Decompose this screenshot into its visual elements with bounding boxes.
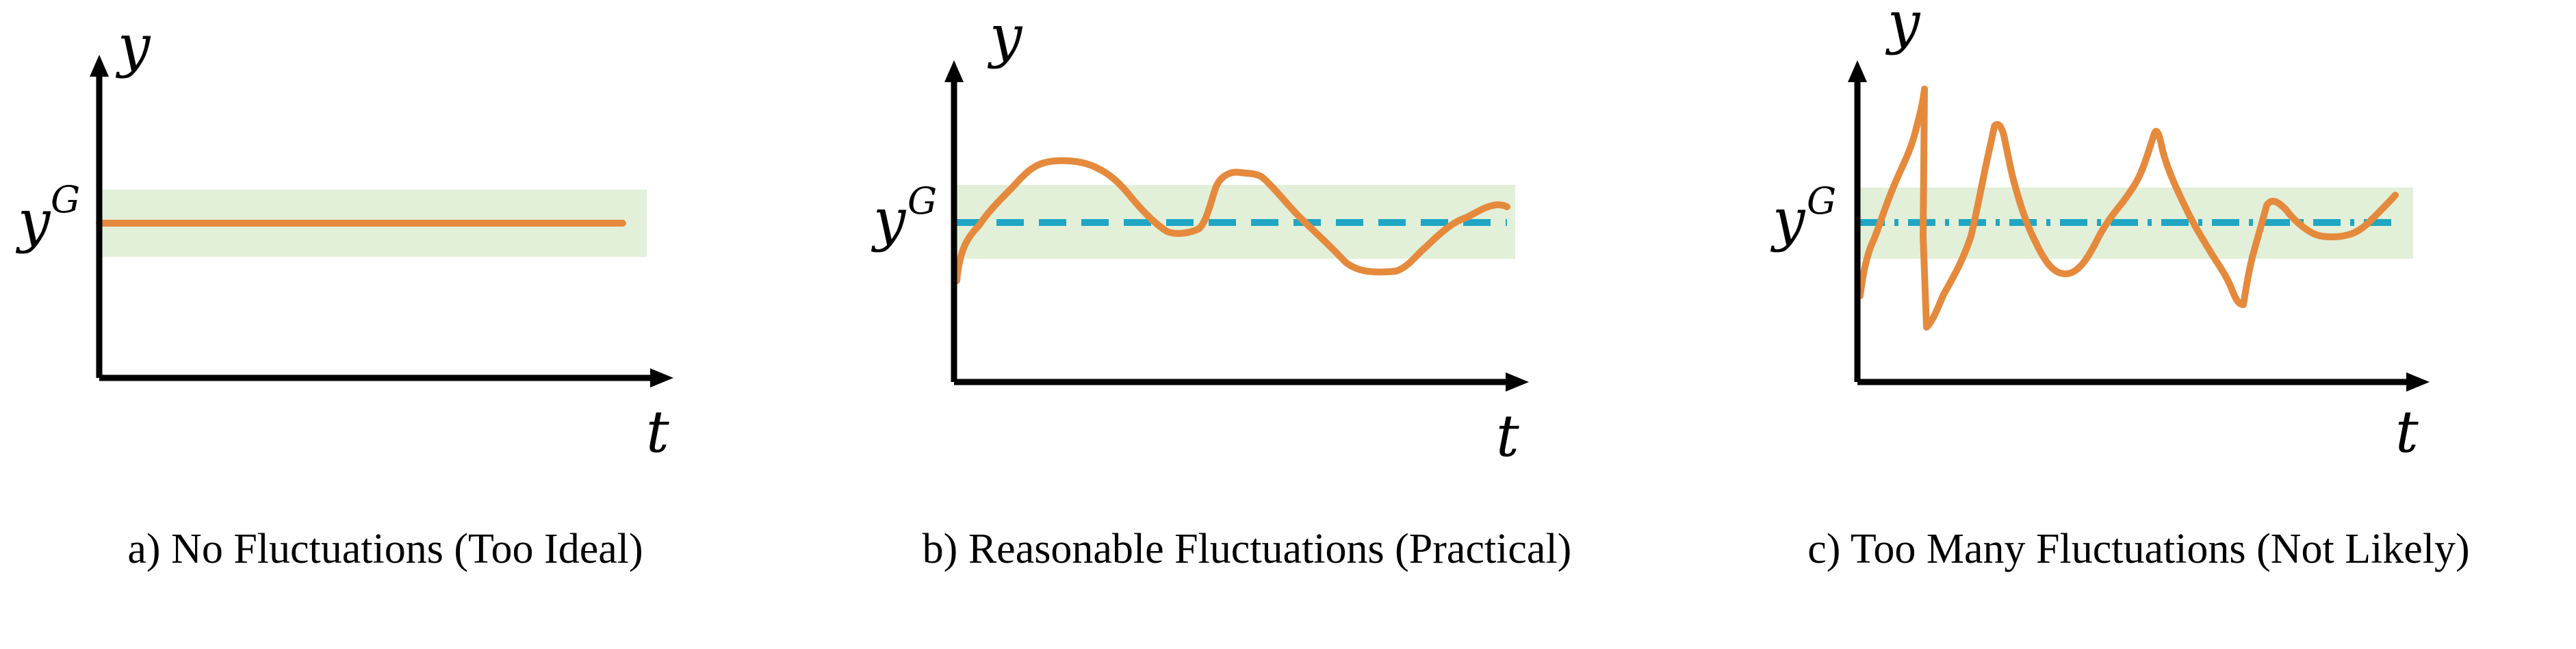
goal-label-superscript: G <box>1807 179 1836 222</box>
x-axis-label: t <box>646 398 669 466</box>
y-axis-label: y <box>1885 0 1921 56</box>
goal-label: y <box>871 186 907 253</box>
panel-a: y y G t a) No Fluctuations (Too Ideal) <box>15 12 673 572</box>
panel-b: y y G t b) Reasonable Fluctuations (Prac… <box>871 3 1571 572</box>
panel-caption: a) No Fluctuations (Too Ideal) <box>127 526 643 572</box>
panel-c: y y G t c) Too Many Fluctuations (Not Li… <box>1770 0 2470 572</box>
goal-label: y <box>15 188 51 255</box>
goal-label: y <box>1770 186 1806 253</box>
response-curve <box>953 157 1510 284</box>
y-axis-arrow <box>90 55 109 77</box>
x-axis-arrow <box>650 368 673 387</box>
y-axis-label: y <box>987 3 1023 70</box>
goal-label-superscript: G <box>51 178 80 221</box>
x-axis-arrow <box>2406 372 2430 392</box>
x-axis-label: t <box>2395 398 2419 466</box>
response-curve <box>1857 86 2399 331</box>
x-axis-label: t <box>1496 403 1519 470</box>
y-axis-arrow <box>1848 60 1867 82</box>
goal-label-superscript: G <box>907 179 937 222</box>
y-axis-arrow <box>944 60 964 82</box>
panel-caption: b) Reasonable Fluctuations (Practical) <box>923 526 1572 572</box>
x-axis-arrow <box>1506 372 1529 392</box>
panel-caption: c) Too Many Fluctuations (Not Likely) <box>1807 526 2469 572</box>
y-axis-label: y <box>115 12 151 79</box>
